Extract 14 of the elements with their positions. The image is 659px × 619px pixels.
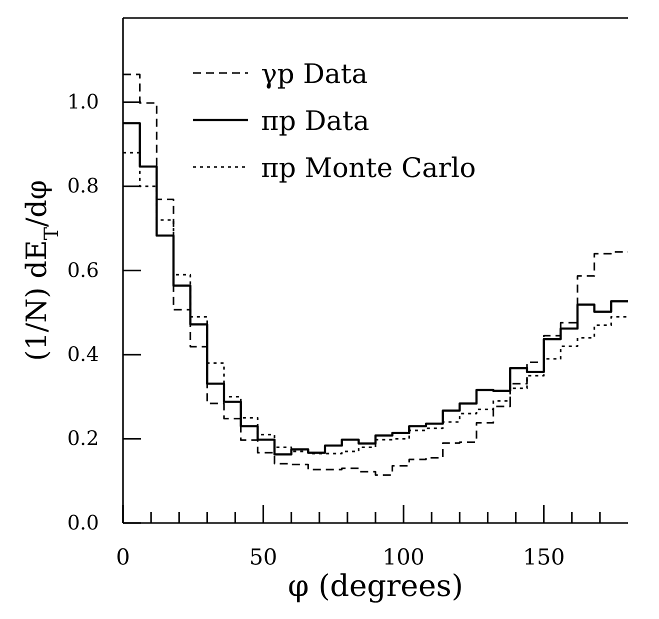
y-tick-label: 0.4 — [67, 342, 99, 366]
y-tick-label: 0.8 — [67, 174, 99, 198]
y-tick-label: 0.0 — [67, 510, 99, 534]
x-tick-label: 150 — [522, 546, 565, 571]
x-tick-label: 100 — [382, 546, 425, 571]
y-tick-label: 0.2 — [67, 426, 99, 450]
y-tick-label: 0.6 — [67, 258, 99, 282]
legend-label: πp Data — [261, 106, 370, 137]
y-tick-label: 1.0 — [67, 90, 99, 114]
legend-label: πp Monte Carlo — [261, 153, 476, 184]
x-tick-label: 0 — [116, 546, 130, 571]
x-tick-label: 50 — [249, 546, 278, 571]
x-axis-title: φ (degrees) — [288, 569, 464, 604]
legend-label: γp Data — [261, 59, 368, 90]
